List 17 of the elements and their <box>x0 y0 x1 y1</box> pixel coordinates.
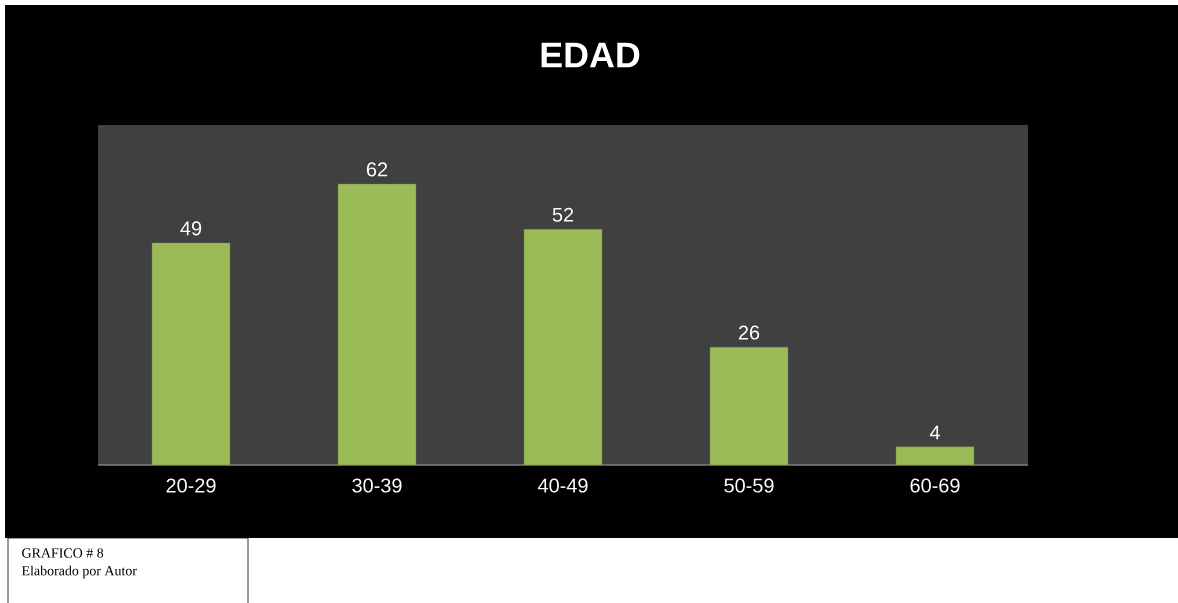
x-tick-label: 60-69 <box>910 478 960 493</box>
x-tick-label: 50-59 <box>724 478 774 493</box>
x-tick-label: 40-49 <box>537 478 588 493</box>
chart-title: EDAD <box>541 42 640 68</box>
x-tick-label: 20-29 <box>166 478 216 493</box>
data-label: 52 <box>552 207 574 222</box>
bar <box>709 346 789 465</box>
bar <box>151 242 231 465</box>
data-label: 49 <box>180 221 202 236</box>
bar <box>337 183 417 465</box>
text: GRAFICO # 8 <box>22 548 104 558</box>
bar <box>523 229 603 465</box>
text: Elaborado por Autor <box>21 565 137 579</box>
data-label: 4 <box>929 425 940 440</box>
data-label: 62 <box>366 162 388 177</box>
x-tick-label: 30-39 <box>352 478 402 493</box>
data-label: 26 <box>738 325 760 340</box>
